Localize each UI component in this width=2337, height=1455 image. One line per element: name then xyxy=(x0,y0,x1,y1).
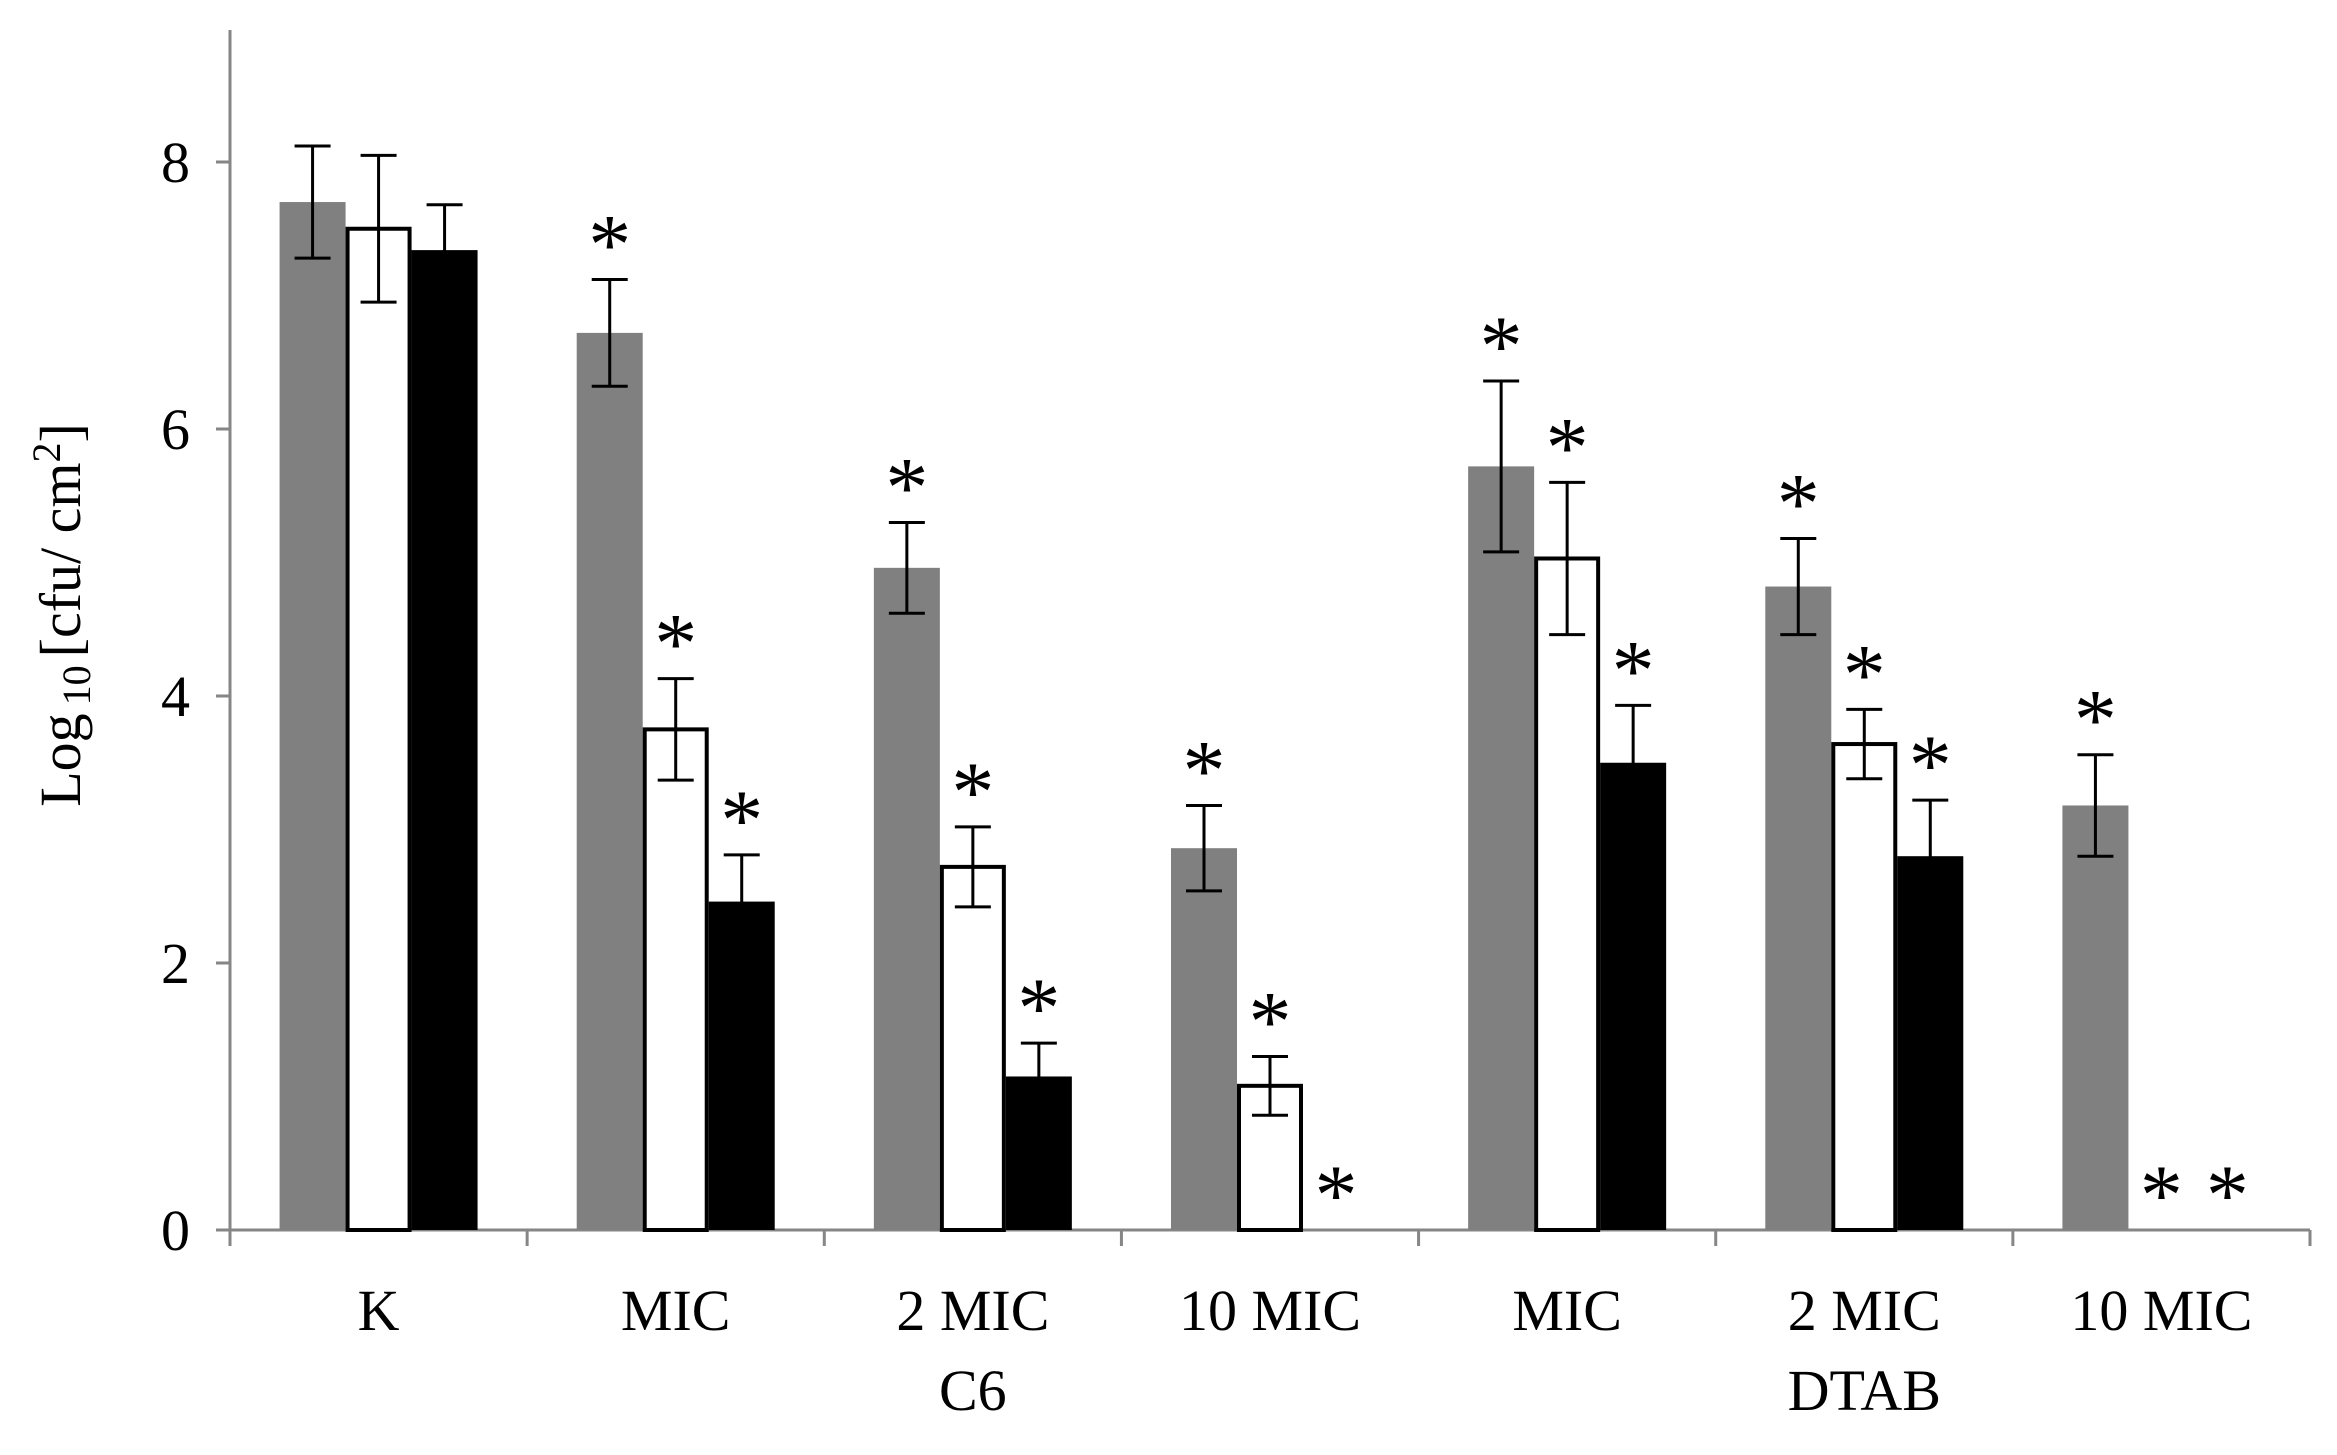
bar-series-1 xyxy=(1468,466,1535,1230)
significance-star: * xyxy=(1909,717,1952,813)
significance-star: * xyxy=(1249,973,1292,1069)
significance-star: * xyxy=(2140,1147,2183,1243)
bar-series-2 xyxy=(1831,742,1898,1232)
x-tick-label: 2 MIC xyxy=(896,1278,1049,1343)
bar-series-2 xyxy=(345,226,412,1232)
significance-star: * xyxy=(1612,622,1655,718)
significance-star: * xyxy=(1777,455,1820,551)
bar-series-2 xyxy=(939,864,1006,1232)
bar-series-3 xyxy=(411,250,478,1231)
y-axis-label-superscript: 2 xyxy=(24,443,69,463)
significance-star: * xyxy=(1843,626,1886,722)
group-label: DTAB xyxy=(1788,1358,1941,1423)
significance-star: * xyxy=(1480,298,1523,394)
y-tick-label: 2 xyxy=(161,931,190,996)
group-label: C6 xyxy=(939,1358,1007,1423)
significance-star: * xyxy=(720,772,763,868)
bar-series-3 xyxy=(1897,856,1964,1230)
bar-series-1 xyxy=(2062,805,2129,1230)
significance-markers: ****************** xyxy=(588,196,2249,1243)
x-tick-label: MIC xyxy=(621,1278,731,1343)
significance-star: * xyxy=(951,744,994,840)
significance-star: * xyxy=(588,196,631,292)
x-tick-label: 10 MIC xyxy=(1179,1278,1361,1343)
bar-series-2 xyxy=(1534,556,1601,1232)
bar-series-1 xyxy=(279,202,346,1230)
y-axis-label-subscript: 10 xyxy=(54,665,99,705)
bar-series-1 xyxy=(576,332,643,1230)
error-bars xyxy=(294,144,2114,1117)
x-tick-label: K xyxy=(358,1278,400,1343)
bar-series-1 xyxy=(1171,848,1237,1230)
bar-series-3 xyxy=(708,901,775,1230)
bar-series-1 xyxy=(1765,586,1832,1230)
significance-star: * xyxy=(1017,960,1060,1056)
significance-star: * xyxy=(2074,672,2117,768)
significance-star: * xyxy=(2206,1147,2249,1243)
significance-star: * xyxy=(1546,399,1589,495)
bar-series-1 xyxy=(873,567,940,1230)
y-axis-label: Log 10 [cfu/ cm2] xyxy=(24,423,99,807)
significance-star: * xyxy=(1183,722,1226,818)
bars xyxy=(279,202,2129,1232)
significance-star: * xyxy=(1315,1147,1358,1243)
bar-series-3 xyxy=(1600,762,1667,1230)
y-axis-label-main: Log xyxy=(28,713,93,806)
bar-series-2 xyxy=(642,727,709,1232)
y-axis-label-close: ] xyxy=(28,423,93,442)
y-axis-label-unit: [cfu/ cm xyxy=(28,463,93,658)
bar-series-2 xyxy=(1237,1083,1303,1232)
significance-star: * xyxy=(885,439,928,535)
x-tick-label: 2 MIC xyxy=(1788,1278,1941,1343)
significance-star: * xyxy=(654,596,697,692)
y-tick-label: 6 xyxy=(161,397,190,462)
y-tick-label: 0 xyxy=(161,1198,190,1263)
y-tick-label: 4 xyxy=(161,664,190,729)
x-tick-label: MIC xyxy=(1512,1278,1622,1343)
axis-labels: 0 2 4 6 8 K MIC 2 MIC 10 MIC MIC 2 MIC 10 MIC C6 DTAB xyxy=(161,130,2252,1423)
y-tick-label: 8 xyxy=(161,130,190,195)
x-tick-label: 10 MIC xyxy=(2070,1278,2252,1343)
